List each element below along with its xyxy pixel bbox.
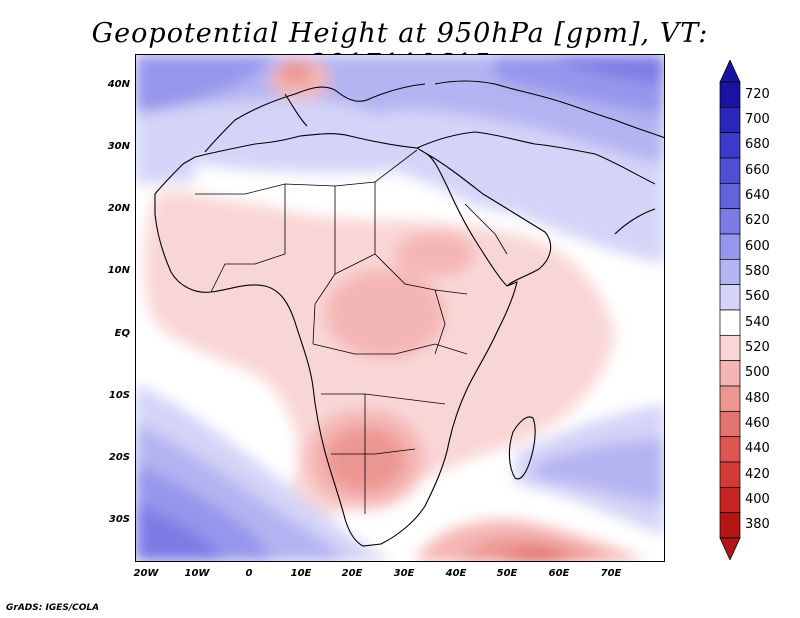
lon-label-40e: 40E bbox=[445, 568, 467, 579]
colorbar-label: 540 bbox=[745, 314, 770, 330]
colorbar-box bbox=[719, 233, 741, 260]
colorbar-arrow-top bbox=[719, 60, 741, 83]
colorbar-box bbox=[719, 157, 741, 184]
colorbar-box bbox=[719, 81, 741, 108]
lat-label-20s: 20S bbox=[108, 452, 130, 463]
lat-label-10s: 10S bbox=[108, 390, 130, 401]
colorbar-label: 420 bbox=[745, 466, 770, 482]
colorbar-label: 620 bbox=[745, 213, 770, 229]
lon-label-20e: 20E bbox=[341, 568, 363, 579]
lat-label-10n: 10N bbox=[107, 265, 130, 276]
colorbar-label: 560 bbox=[745, 289, 770, 305]
colorbar-box bbox=[719, 309, 741, 336]
colorbar-label: 580 bbox=[745, 264, 770, 279]
colorbar-label: 480 bbox=[745, 390, 770, 406]
colorbar-label: 380 bbox=[745, 517, 770, 533]
colorbar-box bbox=[719, 410, 741, 438]
lat-label-30s: 30S bbox=[108, 514, 130, 525]
colorbar-label: 700 bbox=[745, 112, 770, 127]
colorbar-box bbox=[719, 258, 741, 286]
colorbar-box bbox=[719, 208, 741, 235]
coastline bbox=[154, 80, 665, 547]
colorbar bbox=[719, 60, 741, 560]
colorbar-box bbox=[719, 360, 741, 387]
lon-label-70e: 70E bbox=[600, 568, 622, 579]
colorbar-label: 600 bbox=[745, 238, 770, 254]
colorbar-label: 660 bbox=[745, 162, 770, 178]
lat-label-eq: EQ bbox=[114, 328, 130, 339]
colorbar-arrow-bottom bbox=[719, 537, 741, 560]
lon-label-20w: 20W bbox=[133, 568, 159, 579]
lon-label-50e: 50E bbox=[496, 568, 518, 579]
colorbar-box bbox=[719, 182, 741, 210]
colorbar-box bbox=[719, 284, 741, 311]
colorbar-label: 680 bbox=[745, 137, 770, 153]
lat-label-40n: 40N bbox=[107, 79, 130, 90]
colorbar-box bbox=[719, 486, 741, 514]
colorbar-box bbox=[719, 106, 741, 134]
map-frame bbox=[135, 54, 665, 562]
colorbar-box bbox=[719, 334, 741, 362]
lon-label-10e: 10E bbox=[290, 568, 312, 579]
colorbar-label: 520 bbox=[745, 340, 770, 355]
grads-credit: GrADS: IGES/COLA bbox=[6, 603, 100, 613]
lat-label-20n: 20N bbox=[107, 203, 130, 214]
colorbar-box bbox=[719, 385, 741, 412]
colorbar-label: 640 bbox=[745, 188, 770, 203]
colorbar-label: 720 bbox=[745, 86, 770, 102]
lon-label-30e: 30E bbox=[393, 568, 415, 579]
colorbar-label: 400 bbox=[745, 492, 770, 507]
map-panel bbox=[135, 54, 665, 562]
height-field bbox=[135, 54, 665, 562]
colorbar-box bbox=[719, 132, 741, 159]
lat-label-30n: 30N bbox=[107, 141, 130, 152]
colorbar-box bbox=[719, 461, 741, 488]
lon-label-10w: 10W bbox=[184, 568, 210, 579]
colorbar-box bbox=[719, 436, 741, 463]
lon-label-0: 0 bbox=[245, 568, 253, 579]
colorbar-label: 440 bbox=[745, 441, 770, 457]
colorbar-label: 460 bbox=[745, 416, 770, 431]
colorbar-label: 500 bbox=[745, 365, 770, 381]
lon-label-60e: 60E bbox=[548, 568, 570, 579]
colorbar-box bbox=[719, 512, 741, 539]
